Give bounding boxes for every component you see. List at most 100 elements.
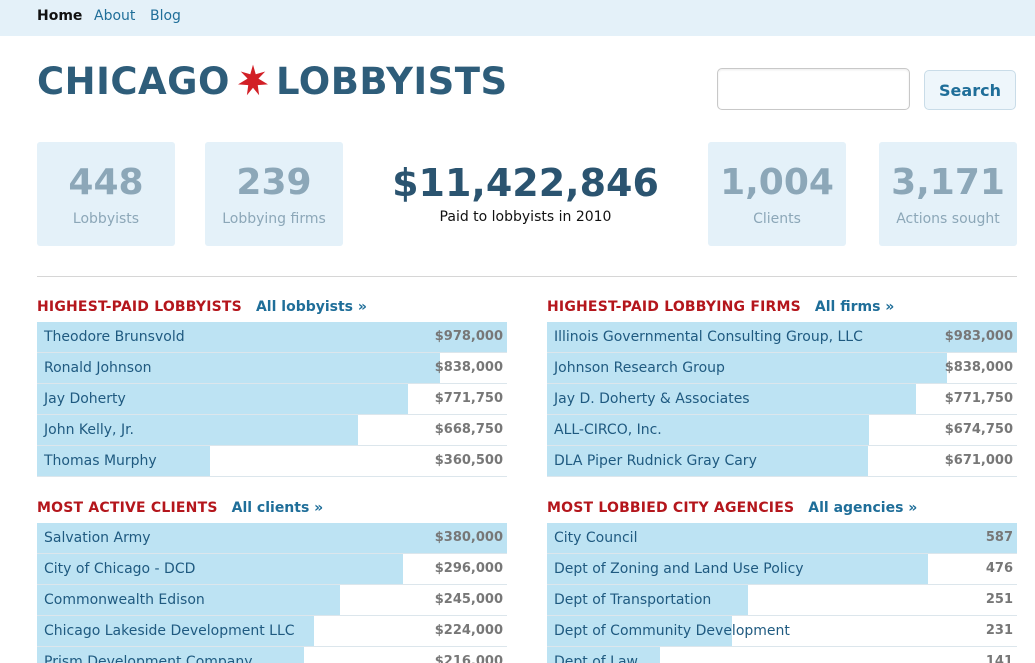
nav-blog-link[interactable]: Blog — [150, 8, 181, 24]
section-most-active-clients: MOST ACTIVE CLIENTS All clients » Salvati… — [37, 493, 507, 663]
ranked-row: Dept of Transportation 251 — [547, 585, 1017, 616]
section-title: HIGHEST-PAID LOBBYISTS — [37, 299, 242, 315]
stat-lobbyists: 448 Lobbyists — [37, 142, 175, 246]
value-bar — [547, 322, 1017, 352]
all-firms-link[interactable]: All firms » — [814, 299, 895, 315]
row-value: $224,000 — [434, 623, 503, 638]
row-name-link[interactable]: Ronald Johnson — [44, 360, 152, 376]
all-agencies-link[interactable]: All agencies » — [808, 500, 918, 516]
ranked-row: Ronald Johnson $838,000 — [37, 353, 507, 384]
stat-firms: 239 Lobbying firms — [205, 142, 343, 246]
value-bar — [547, 415, 870, 445]
stat-actions-value: 3,171 — [891, 162, 1005, 203]
section-heading: HIGHEST-PAID LOBBYISTS All lobbyists » — [37, 292, 507, 322]
row-name-link[interactable]: John Kelly, Jr. — [44, 422, 135, 438]
ranked-row: Dept of Law 141 — [547, 647, 1017, 663]
row-name-link[interactable]: Dept of Zoning and Land Use Policy — [554, 561, 804, 577]
row-name-link[interactable]: ALL-CIRCO, Inc. — [554, 422, 662, 438]
stat-lobbyists-value: 448 — [68, 162, 144, 203]
all-clients-link[interactable]: All clients » — [231, 500, 324, 516]
row-value: $674,750 — [944, 422, 1013, 437]
stat-lobbyists-label: Lobbyists — [72, 211, 140, 227]
stat-paid-label: Paid to lobbyists in 2010 — [439, 209, 612, 225]
row-name-link[interactable]: Commonwealth Edison — [44, 592, 205, 608]
value-bar — [37, 523, 507, 553]
row-name-link[interactable]: Dept of Community Development — [554, 623, 790, 639]
row-value: 141 — [985, 654, 1013, 663]
ranked-row: DLA Piper Rudnick Gray Cary $671,000 — [547, 446, 1017, 477]
row-value: $838,000 — [434, 360, 503, 375]
section-title: MOST LOBBIED CITY AGENCIES — [547, 500, 795, 516]
logo-text-lobbyists: LOBBYISTS — [276, 59, 508, 103]
value-bar — [547, 554, 929, 584]
row-name-link[interactable]: Dept of Law — [554, 654, 638, 663]
value-bar — [37, 415, 359, 445]
row-name-link[interactable]: Salvation Army — [44, 530, 151, 546]
section-most-lobbied-agencies: MOST LOBBIED CITY AGENCIES All agencies »… — [547, 493, 1017, 663]
search-button[interactable]: Search — [924, 70, 1016, 110]
section-heading: MOST LOBBIED CITY AGENCIES All agencies » — [547, 493, 1017, 523]
section-title: HIGHEST-PAID LOBBYING FIRMS — [547, 299, 801, 315]
value-bar — [37, 353, 440, 383]
row-value: $380,000 — [434, 530, 503, 545]
value-bar — [547, 647, 660, 663]
section-highest-paid-lobbyists: HIGHEST-PAID LOBBYISTS All lobbyists » Th… — [37, 292, 507, 477]
section-title: MOST ACTIVE CLIENTS — [37, 500, 218, 516]
value-bar — [547, 585, 749, 615]
row-name-link[interactable]: Jay Doherty — [44, 391, 126, 407]
row-name-link[interactable]: City Council — [554, 530, 638, 546]
row-value: 476 — [985, 561, 1013, 576]
nav-home-link[interactable]: Home — [37, 8, 83, 24]
row-value: $771,750 — [434, 391, 503, 406]
stat-paid-value: $11,422,846 — [392, 161, 659, 205]
stat-firms-value: 239 — [236, 162, 312, 203]
row-value: $360,500 — [434, 453, 503, 468]
row-value: $671,000 — [944, 453, 1013, 468]
ranked-row: Dept of Community Development 231 — [547, 616, 1017, 647]
search-input[interactable] — [717, 68, 910, 110]
ranked-row: Thomas Murphy $360,500 — [37, 446, 507, 477]
row-value: $771,750 — [944, 391, 1013, 406]
row-name-link[interactable]: Illinois Governmental Consulting Group, … — [554, 329, 863, 345]
row-name-link[interactable]: DLA Piper Rudnick Gray Cary — [554, 453, 757, 469]
ranked-row: Johnson Research Group $838,000 — [547, 353, 1017, 384]
row-value: $838,000 — [944, 360, 1013, 375]
site-logo[interactable]: CHICAGO LOBBYISTS — [37, 59, 508, 103]
stat-clients-value: 1,004 — [720, 162, 834, 203]
row-value: $245,000 — [434, 592, 503, 607]
row-value: 587 — [985, 530, 1013, 545]
section-heading: MOST ACTIVE CLIENTS All clients » — [37, 493, 507, 523]
value-bar — [547, 523, 1017, 553]
value-bar — [37, 446, 211, 476]
logo-text-chicago: CHICAGO — [37, 59, 230, 103]
ranked-row: Chicago Lakeside Development LLC $224,000 — [37, 616, 507, 647]
row-value: $978,000 — [434, 329, 503, 344]
row-name-link[interactable]: Prism Development Company — [44, 654, 253, 663]
all-lobbyists-link[interactable]: All lobbyists » — [255, 299, 367, 315]
row-name-link[interactable]: Dept of Transportation — [554, 592, 712, 608]
row-name-link[interactable]: Jay D. Doherty & Associates — [554, 391, 750, 407]
ranked-row: Prism Development Company $216,000 — [37, 647, 507, 663]
row-name-link[interactable]: Chicago Lakeside Development LLC — [44, 623, 295, 639]
row-value: $216,000 — [434, 654, 503, 663]
row-value: $668,750 — [434, 422, 503, 437]
row-value: $983,000 — [944, 329, 1013, 344]
ranked-row: Jay D. Doherty & Associates $771,750 — [547, 384, 1017, 415]
ranked-row: Theodore Brunsvold $978,000 — [37, 322, 507, 353]
divider — [37, 276, 1017, 277]
value-bar — [37, 554, 404, 584]
row-name-link[interactable]: City of Chicago - DCD — [44, 561, 196, 577]
row-name-link[interactable]: Johnson Research Group — [554, 360, 725, 376]
stat-paid-total: $11,422,846 Paid to lobbyists in 2010 — [373, 142, 678, 246]
row-value: $296,000 — [434, 561, 503, 576]
value-bar — [37, 616, 314, 646]
ranked-row: John Kelly, Jr. $668,750 — [37, 415, 507, 446]
value-bar — [37, 647, 304, 663]
nav-about-link[interactable]: About — [94, 8, 136, 24]
row-name-link[interactable]: Theodore Brunsvold — [44, 329, 185, 345]
row-name-link[interactable]: Thomas Murphy — [44, 453, 157, 469]
row-value: 251 — [985, 592, 1013, 607]
section-heading: HIGHEST-PAID LOBBYING FIRMS All firms » — [547, 292, 1017, 322]
value-bar — [547, 353, 948, 383]
ranked-row: Commonwealth Edison $245,000 — [37, 585, 507, 616]
